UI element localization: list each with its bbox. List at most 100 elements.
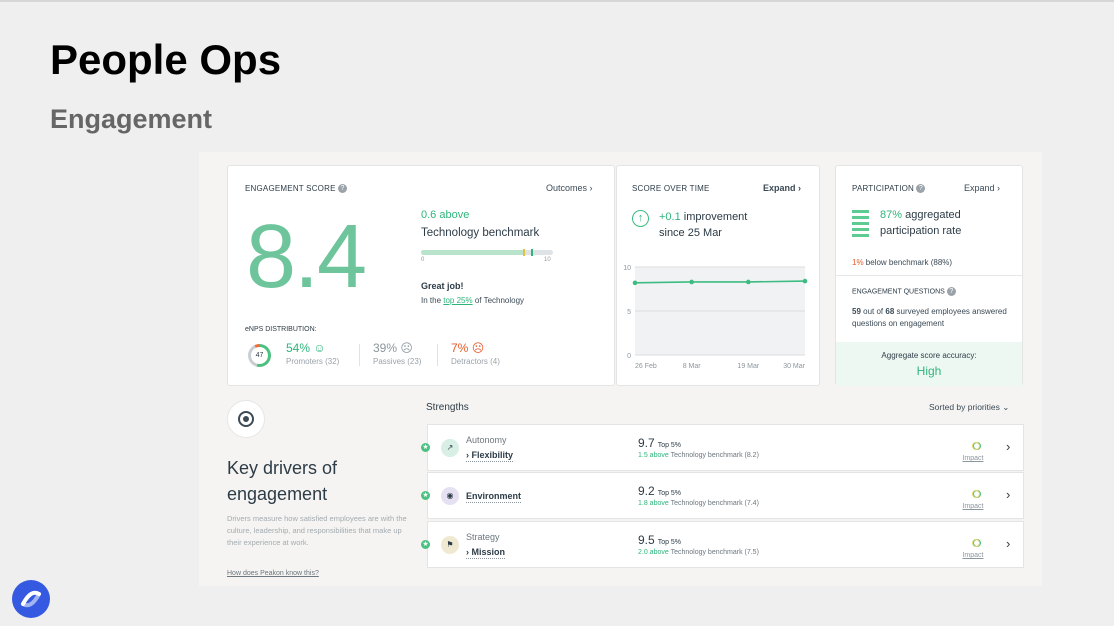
driver-parent: Autonomy xyxy=(466,435,507,445)
impact-toggle[interactable]: Impact xyxy=(960,485,986,510)
driver-icon: ↗ xyxy=(441,439,459,457)
help-icon[interactable]: ? xyxy=(916,184,926,194)
help-icon[interactable]: ? xyxy=(338,184,348,194)
driver-name[interactable]: Environment xyxy=(466,491,522,503)
impact-icon xyxy=(966,490,981,498)
how-peakon-knows-link[interactable]: How does Peakon know this? xyxy=(227,570,319,577)
enps-score: 47 xyxy=(251,347,268,364)
target-icon xyxy=(227,400,265,438)
score-line-chart: 10 5 0 26 Feb 8 Mar 19 Mar 30 Mar xyxy=(623,265,808,370)
benchmark-name: Technology benchmark xyxy=(421,227,540,239)
top-percentile-text: In the top 25% of Technology xyxy=(421,296,525,305)
driver-name[interactable]: › Mission xyxy=(466,547,506,559)
engagement-score-caption: ENGAGEMENT SCORE ? xyxy=(245,184,348,194)
x-tick-label: 26 Feb xyxy=(635,363,657,370)
x-tick-label: 19 Mar xyxy=(737,363,759,370)
score-point xyxy=(802,278,808,284)
driver-row[interactable]: ★ ⚑ Strategy › Mission 9.5 Top 5% 2.0 above Te… xyxy=(421,521,1024,568)
impact-toggle[interactable]: Impact xyxy=(960,437,986,462)
key-drivers-description: Drivers measure how satisfied employees … xyxy=(227,514,407,547)
accuracy-value: High xyxy=(916,364,942,378)
y-tick-label: 10 xyxy=(623,265,631,272)
logo-mark-icon xyxy=(21,590,41,608)
driver-row[interactable]: ★ ↗ Autonomy › Flexibility 9.7 Top 5% 1.5 abov… xyxy=(421,424,1024,471)
score-point xyxy=(689,279,694,285)
score-over-time-caption: SCORE OVER TIME xyxy=(632,184,710,193)
arrow-up-icon: ↑ xyxy=(632,210,649,227)
slide-subtitle: Engagement xyxy=(50,104,213,134)
driver-score: 9.5 Top 5% xyxy=(638,533,682,547)
driver-name[interactable]: › Flexibility xyxy=(466,450,514,462)
y-tick-label: 5 xyxy=(627,309,631,316)
engagement-questions-caption: ENGAGEMENT QUESTIONS ? xyxy=(852,287,956,296)
expand-link[interactable]: Expand › xyxy=(763,183,802,193)
expand-link[interactable]: Expand › xyxy=(964,183,1001,193)
driver-benchmark: 2.0 above Technology benchmark (7.5) xyxy=(638,549,759,556)
y-tick-label: 0 xyxy=(627,353,631,360)
participation-card: PARTICIPATION ? Expand › 87% aggregated … xyxy=(835,165,1023,386)
bar-tick-max: 10 xyxy=(544,257,551,263)
star-icon: ★ xyxy=(421,443,430,452)
improvement-text: +0.1 improvement since 25 Mar xyxy=(659,211,748,239)
enps-detractors: 7% ☹ Detractors (4) xyxy=(451,341,500,366)
participation-bars-icon xyxy=(852,210,869,240)
engagement-score-value: 8.4 xyxy=(246,207,367,307)
chevron-down-icon: ⌄ xyxy=(1002,402,1010,412)
engagement-score-card: ENGAGEMENT SCORE ? Outcomes › 8.4 0.6 ab… xyxy=(227,165,615,386)
chevron-right-icon[interactable]: › xyxy=(1006,536,1011,551)
engagement-questions-text: 59 out of 68 surveyed employees answered… xyxy=(852,307,1007,328)
chevron-right-icon[interactable]: › xyxy=(1006,439,1011,454)
enps-promoters: 54% ☺ Promoters (32) xyxy=(286,341,340,366)
driver-icon: ⚑ xyxy=(441,536,459,554)
enps-ring: 47 xyxy=(248,344,271,367)
slide-title: People Ops xyxy=(50,36,282,83)
bar-tick-min: 0 xyxy=(421,257,425,263)
star-icon: ★ xyxy=(421,491,430,500)
neutral-face-icon: ☹ xyxy=(400,341,413,355)
score-marker xyxy=(531,249,533,256)
accuracy-label: Aggregate score accuracy: xyxy=(881,351,977,360)
x-tick-label: 30 Mar xyxy=(783,363,805,370)
top-percentile-link[interactable]: top 25% xyxy=(443,296,473,305)
enps-separator xyxy=(359,344,360,366)
driver-row[interactable]: ★ ◉ Environment 9.2 Top 5% 1.8 above Technolo… xyxy=(421,472,1024,519)
sad-face-icon: ☹ xyxy=(471,341,485,355)
great-job-text: Great job! xyxy=(421,281,464,291)
impact-icon xyxy=(966,442,981,450)
outcomes-link[interactable]: Outcomes › xyxy=(546,183,593,193)
driver-parent: Strategy xyxy=(466,532,500,542)
score-point xyxy=(632,280,638,286)
driver-score: 9.2 Top 5% xyxy=(638,484,682,498)
top-border xyxy=(0,0,1114,2)
driver-score: 9.7 Top 5% xyxy=(638,436,682,450)
x-tick-label: 8 Mar xyxy=(683,363,702,370)
strengths-heading: Strengths xyxy=(426,402,469,413)
enps-separator xyxy=(437,344,438,366)
company-logo xyxy=(12,580,50,618)
benchmark-bar xyxy=(421,249,553,256)
score-series-line xyxy=(634,280,806,284)
participation-caption: PARTICIPATION ? xyxy=(852,184,926,194)
enps-caption: eNPS DISTRIBUTION: xyxy=(245,326,317,333)
key-drivers-title: Key drivers of engagement xyxy=(227,458,338,504)
help-icon[interactable]: ? xyxy=(946,287,956,296)
impact-icon xyxy=(966,539,981,547)
star-icon: ★ xyxy=(421,540,430,549)
sort-dropdown[interactable]: Sorted by priorities ⌄ xyxy=(929,402,1010,412)
chevron-right-icon[interactable]: › xyxy=(1006,487,1011,502)
driver-benchmark: 1.5 above Technology benchmark (8.2) xyxy=(638,452,759,459)
happy-face-icon: ☺ xyxy=(313,341,326,355)
score-over-time-card: SCORE OVER TIME Expand › ↑ +0.1 improvem… xyxy=(616,165,820,386)
accuracy-panel: Aggregate score accuracy: High xyxy=(836,342,1022,386)
driver-benchmark: 1.8 above Technology benchmark (7.4) xyxy=(638,500,759,507)
impact-toggle[interactable]: Impact xyxy=(960,534,986,559)
divider xyxy=(836,275,1022,276)
benchmark-marker xyxy=(523,249,525,256)
benchmark-bar-fill xyxy=(421,250,526,255)
dashboard-screenshot: ENGAGEMENT SCORE ? Outcomes › 8.4 0.6 ab… xyxy=(199,152,1042,586)
benchmark-above: 0.6 above xyxy=(421,209,470,221)
participation-rate-text: 87% aggregated participation rate xyxy=(880,209,962,237)
driver-icon: ◉ xyxy=(441,487,459,505)
score-point xyxy=(746,279,751,285)
enps-passives: 39% ☹ Passives (23) xyxy=(373,341,422,366)
